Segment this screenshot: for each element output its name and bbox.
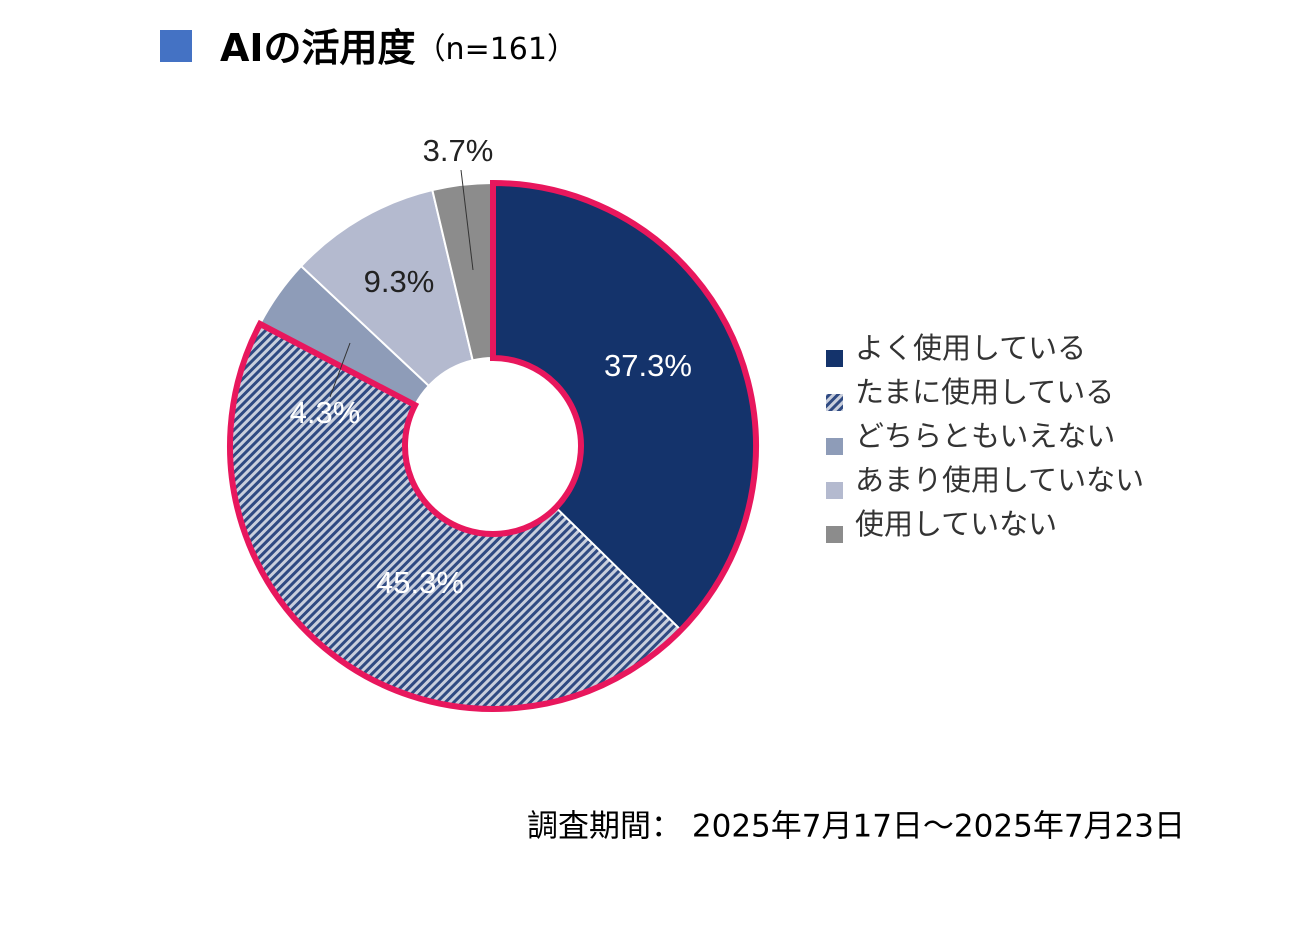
highlight-outline: [227, 179, 759, 712]
title-marker: [160, 30, 192, 62]
footnote: 調査期間： 2025年7月17日～2025年7月23日: [527, 809, 1185, 845]
legend-swatch: [826, 350, 843, 367]
legend-swatch: [826, 394, 843, 411]
donut-segment: [299, 188, 474, 388]
legend-label: 使用していない: [855, 507, 1057, 541]
legend-swatch: [826, 526, 843, 543]
chart-title: AIの活用度（n=161）: [220, 26, 577, 70]
legend-label: よく使用している: [855, 331, 1086, 365]
legend-label: あまり使用していない: [855, 463, 1144, 497]
subtitle: （n=161）: [416, 32, 577, 67]
title-text: AIの活用度: [220, 26, 416, 70]
data-label: 9.3%: [364, 264, 435, 299]
legend-label: たまに使用している: [855, 375, 1114, 409]
leader-line: [460, 169, 474, 271]
data-label: 45.3%: [376, 565, 464, 600]
legend-swatch: [826, 438, 843, 455]
data-label: 4.3%: [290, 395, 361, 430]
leader-line: [329, 342, 351, 398]
data-label: 3.7%: [423, 133, 494, 168]
data-label: 37.3%: [604, 348, 692, 383]
legend-swatch: [826, 482, 843, 499]
legend-label: どちらともいえない: [855, 419, 1115, 453]
